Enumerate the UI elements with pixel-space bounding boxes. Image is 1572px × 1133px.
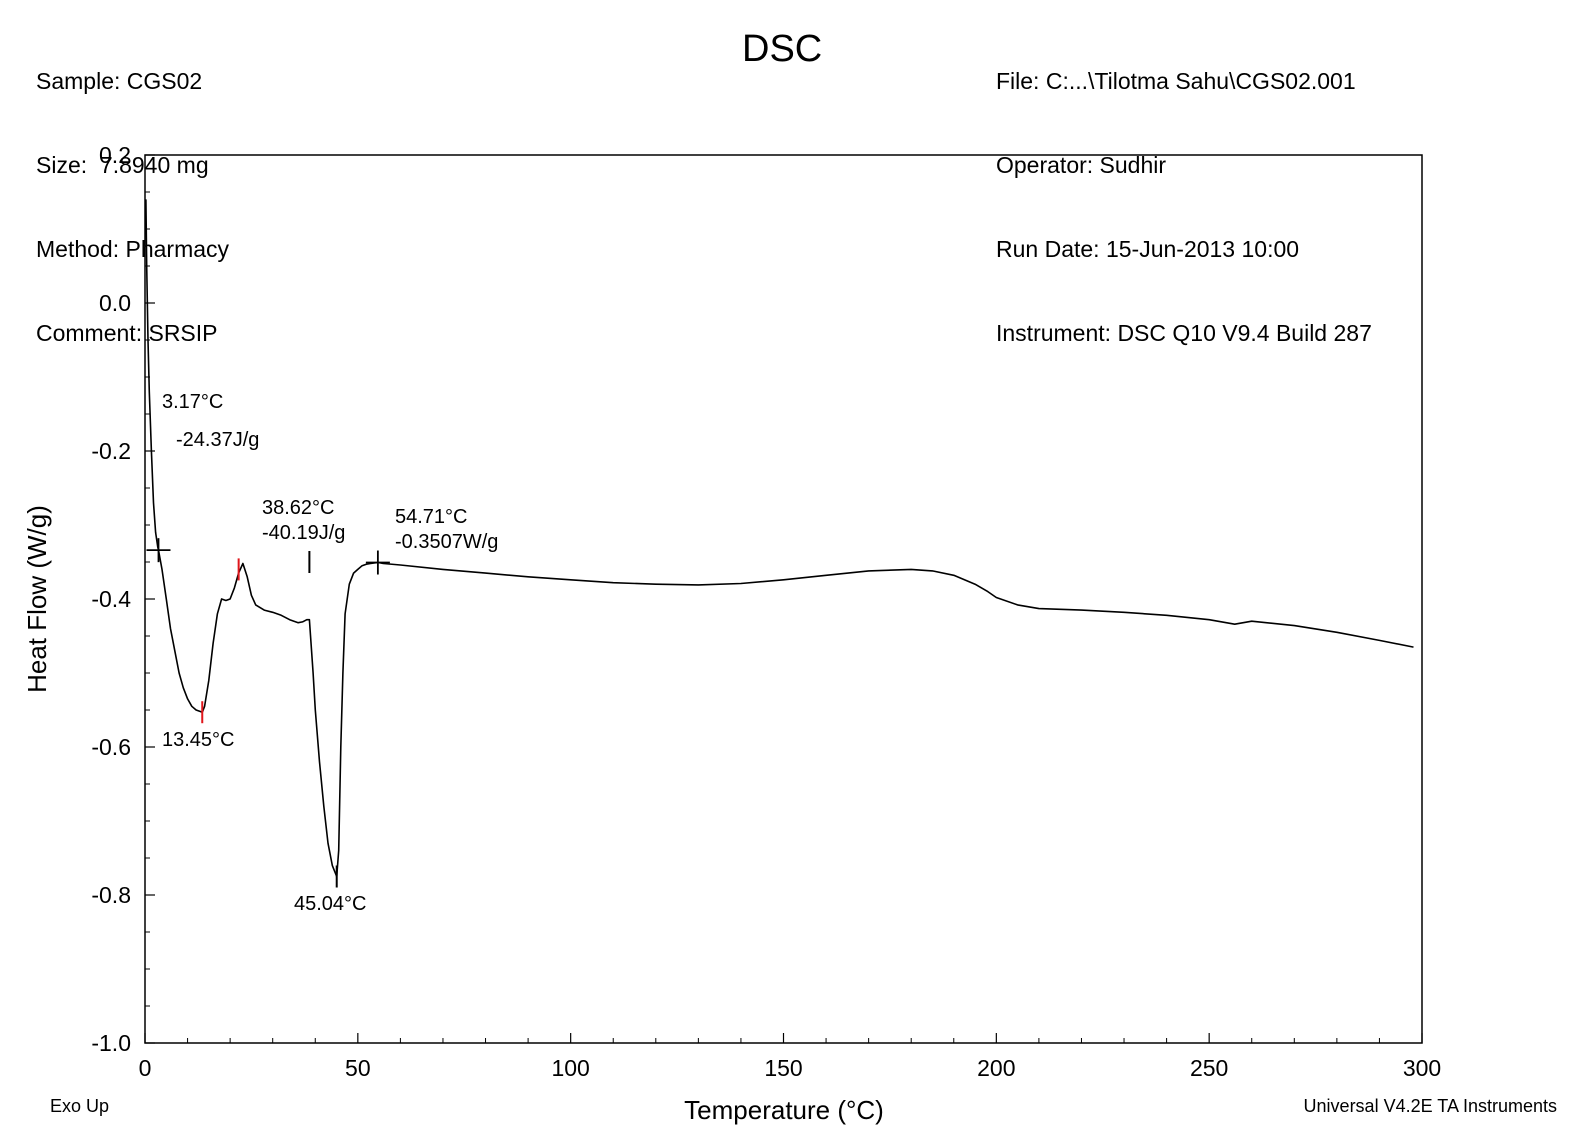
y-tick-label: -0.6 xyxy=(91,734,131,760)
y-tick-label: 0.0 xyxy=(99,290,131,316)
x-tick-label: 150 xyxy=(764,1055,802,1081)
annotation-label: 45.04°C xyxy=(294,893,367,915)
curve-layer xyxy=(145,199,1414,878)
annotation-line: -40.19J/g xyxy=(262,522,345,544)
x-axis-title: Temperature (°C) xyxy=(684,1095,884,1125)
operator-line: Operator: Sudhir xyxy=(996,152,1167,178)
x-tick-label: 100 xyxy=(551,1055,589,1081)
marker-layer xyxy=(146,538,390,888)
y-tick-label: -1.0 xyxy=(91,1030,131,1056)
comment-line: Comment: SRSIP xyxy=(36,320,218,346)
x-tick-label: 0 xyxy=(139,1055,152,1081)
annotation-label: 38.62°C -40.19J/g xyxy=(262,497,345,544)
y-tick-label: 0.2 xyxy=(99,142,131,168)
axes: 0 50 100 150 200 250 300 0.2 0.0 -0.2 -0.4 -0.6 -0.8… xyxy=(91,142,1441,1081)
method-line: Method: Pharmacy xyxy=(36,236,230,262)
x-tick-label: 50 xyxy=(345,1055,371,1081)
x-tick-label: 300 xyxy=(1403,1055,1441,1081)
x-tick-label: 200 xyxy=(977,1055,1015,1081)
heat-flow-curve xyxy=(145,199,1414,878)
annotation-layer: 3.17°C -24.37J/g 13.45°C 38.62°C -40.19J/g 45… xyxy=(162,391,498,915)
annotation-line: -24.37J/g xyxy=(176,429,259,451)
y-axis-title: Heat Flow (W/g) xyxy=(22,505,52,693)
annotation-line: 13.45°C xyxy=(162,729,235,751)
sample-info: Sample: CGS02 Size: 7.8940 mg Method: Ph… xyxy=(36,11,229,375)
annotation-label: 3.17°C xyxy=(162,391,223,413)
instrument-line: Instrument: DSC Q10 V9.4 Build 287 xyxy=(996,320,1372,346)
x-tick-label: 250 xyxy=(1190,1055,1228,1081)
chart-title: DSC xyxy=(742,28,823,70)
annotation-line: -0.3507W/g xyxy=(395,531,498,553)
annotation-line: 38.62°C xyxy=(262,497,335,519)
exo-up-label: Exo Up xyxy=(50,1096,109,1116)
sample-line: Sample: CGS02 xyxy=(36,68,203,94)
y-tick-label: -0.4 xyxy=(91,586,131,612)
annotation-label: 13.45°C xyxy=(162,729,235,751)
annotation-line: 3.17°C xyxy=(162,391,223,413)
y-tick-label: -0.8 xyxy=(91,882,131,908)
y-tick-label: -0.2 xyxy=(91,438,131,464)
file-line: File: C:...\Tilotma Sahu\CGS02.001 xyxy=(996,68,1356,94)
annotation-line: 45.04°C xyxy=(294,893,367,915)
file-info: File: C:...\Tilotma Sahu\CGS02.001 Opera… xyxy=(996,11,1372,375)
annotation-line: 54.71°C xyxy=(395,506,468,528)
annotation-label: 54.71°C -0.3507W/g xyxy=(395,506,498,553)
run-date-line: Run Date: 15-Jun-2013 10:00 xyxy=(996,236,1300,262)
software-label: Universal V4.2E TA Instruments xyxy=(1304,1096,1557,1116)
annotation-label: -24.37J/g xyxy=(176,429,259,451)
size-line: Size: 7.8940 mg xyxy=(36,152,209,178)
